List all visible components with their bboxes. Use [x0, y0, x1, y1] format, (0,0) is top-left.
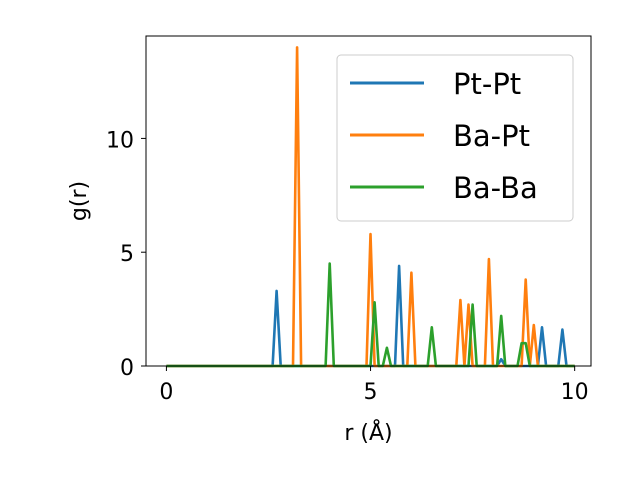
legend-label-pt-pt: Pt-Pt: [453, 67, 521, 101]
legend-label-ba-pt: Ba-Pt: [453, 119, 530, 153]
y-axis-label: g(r): [67, 181, 92, 221]
y-tick-label: 0: [120, 356, 134, 381]
legend-box: [336, 54, 574, 222]
y-tick-label: 10: [106, 128, 134, 153]
plot-frame: [145, 35, 592, 367]
x-tick-label: 0: [159, 380, 173, 405]
legend: Pt-Pt Ba-Pt Ba-Ba: [336, 54, 574, 222]
ticks-layer: 0 5 10 0 5 10: [106, 128, 589, 405]
y-tick-label: 5: [120, 242, 134, 267]
x-axis-label: r (Å): [344, 419, 392, 446]
x-tick-label: 5: [364, 380, 378, 405]
x-tick-label: 10: [561, 380, 589, 405]
legend-label-ba-ba: Ba-Ba: [453, 171, 538, 205]
series-line-ba-ba: [166, 262, 575, 368]
